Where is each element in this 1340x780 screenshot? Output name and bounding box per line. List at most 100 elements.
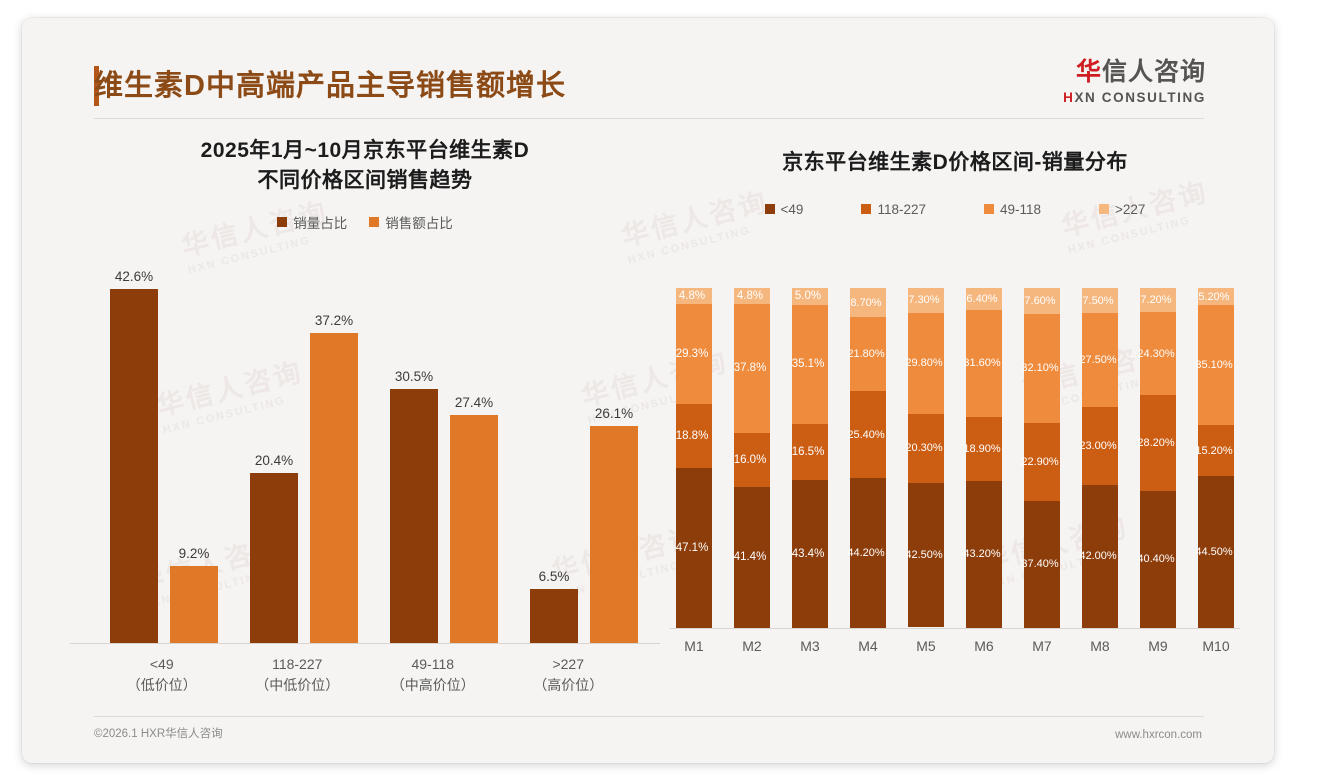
- stack-segment-label: 37.8%: [733, 362, 767, 375]
- stack-segment-over-227[interactable]: 7.30%: [908, 287, 944, 313]
- bar-column[interactable]: 42.6%: [110, 244, 158, 643]
- stacked-bar[interactable]: 5.20% 35.10% 15.20% 44.50%: [1195, 287, 1234, 628]
- legend-item-over-227[interactable]: >227: [1099, 202, 1145, 217]
- stack-segment-label: 29.80%: [905, 357, 943, 370]
- bar-column[interactable]: 37.2%: [310, 244, 358, 643]
- stack-segment-label: 5.20%: [1198, 290, 1230, 303]
- x-axis-tick-label: >227 （高价位）: [508, 654, 628, 696]
- x-axis-tick-label: M8: [1090, 637, 1110, 654]
- bar-column[interactable]: 27.4%: [450, 244, 498, 643]
- stack-segment-49-118[interactable]: 29.80%: [905, 312, 944, 414]
- stack-segment-118-227[interactable]: 25.40%: [847, 391, 886, 478]
- stack-segment-49-118[interactable]: 21.80%: [847, 317, 886, 392]
- stack-segment-over-227[interactable]: 8.70%: [850, 287, 886, 318]
- x-axis-tick-range: <49: [149, 655, 174, 672]
- x-axis-tick-label: M10: [1202, 637, 1230, 654]
- logo-chinese-lead: 华: [1075, 58, 1102, 86]
- bar-column[interactable]: 9.2%: [170, 244, 218, 643]
- legend-item-sales-amount[interactable]: 销售额占比: [369, 212, 453, 232]
- stack-segment-49-118[interactable]: 32.10%: [1021, 313, 1060, 423]
- stack-segment-49-118[interactable]: 35.10%: [1195, 305, 1234, 425]
- bar-rect[interactable]: [450, 414, 498, 643]
- x-axis-tick-sub: （中低价位）: [255, 676, 340, 693]
- stacked-bar[interactable]: 8.70% 21.80% 25.40% 44.20%: [847, 287, 886, 628]
- stack-segment-under-49[interactable]: 42.00%: [1079, 485, 1118, 628]
- stack-segment-49-118[interactable]: 31.60%: [963, 309, 1002, 417]
- stack-segment-49-118[interactable]: 37.8%: [734, 304, 770, 433]
- bar-column[interactable]: 30.5%: [390, 244, 438, 643]
- stack-segment-49-118[interactable]: 35.1%: [792, 304, 828, 425]
- stacked-bar[interactable]: 4.8% 37.8% 16.0% 41.4%: [734, 287, 770, 628]
- bar-rect[interactable]: [110, 288, 158, 643]
- bar-column[interactable]: 20.4%: [250, 244, 298, 643]
- stack-segment-under-49[interactable]: 42.50%: [905, 482, 944, 628]
- bar-value-label: 37.2%: [314, 313, 354, 329]
- stack-segment-118-227[interactable]: 16.0%: [734, 432, 770, 488]
- stack-segment-under-49[interactable]: 44.50%: [1195, 476, 1234, 628]
- legend-item-under-49[interactable]: <49: [764, 202, 803, 217]
- stack-segment-over-227[interactable]: 5.20%: [1198, 287, 1234, 306]
- stack-segment-under-49[interactable]: 43.20%: [963, 481, 1002, 628]
- footer-copyright: ©2026.1 HXR华信人咨询: [94, 728, 223, 740]
- right-chart-x-axis: M1 M2 M3 M4 M5 M6 M7 M8 M9 M10: [670, 638, 1240, 654]
- stack-segment-under-49[interactable]: 40.40%: [1137, 490, 1176, 628]
- stack-segment-over-227[interactable]: 7.60%: [1024, 287, 1060, 314]
- legend-item-sales-volume[interactable]: 销量占比: [277, 212, 347, 232]
- stack-segment-over-227[interactable]: 4.8%: [734, 287, 770, 305]
- stack-segment-over-227[interactable]: 6.40%: [966, 287, 1002, 310]
- bar-column[interactable]: 6.5%: [530, 244, 578, 643]
- x-axis-tick-label: 49-118 （中高价位）: [373, 654, 493, 696]
- stack-segment-49-118[interactable]: 27.50%: [1079, 313, 1118, 407]
- stack-segment-over-227[interactable]: 7.50%: [1082, 287, 1118, 314]
- stack-segment-under-49[interactable]: 47.1%: [676, 467, 712, 628]
- stacked-bar[interactable]: 7.20% 24.30% 28.20% 40.40%: [1137, 287, 1176, 628]
- legend-item-118-227[interactable]: 118-227: [861, 202, 926, 217]
- stack-segment-over-227[interactable]: 4.8%: [676, 287, 712, 305]
- stacked-bar[interactable]: 7.60% 32.10% 22.90% 37.40%: [1021, 287, 1060, 628]
- x-axis-tick-label: M7: [1032, 637, 1052, 654]
- bar-rect[interactable]: [170, 566, 218, 643]
- stack-segment-118-227[interactable]: 16.5%: [792, 424, 828, 481]
- legend-swatch-icon: [1099, 204, 1110, 215]
- stack-segment-label: 8.70%: [850, 296, 882, 309]
- stack-segment-49-118[interactable]: 29.3%: [676, 304, 712, 404]
- stack-segment-under-49[interactable]: 44.20%: [847, 477, 886, 628]
- stacked-bar[interactable]: 7.50% 27.50% 23.00% 42.00%: [1079, 287, 1118, 628]
- stack-segment-label: 35.10%: [1195, 359, 1233, 372]
- stack-segment-under-49[interactable]: 43.4%: [792, 480, 828, 628]
- stack-segment-over-227[interactable]: 7.20%: [1140, 287, 1176, 313]
- stack-segment-label: 22.90%: [1021, 455, 1059, 468]
- stack-segment-118-227[interactable]: 23.00%: [1079, 406, 1118, 485]
- bar-rect[interactable]: [590, 425, 638, 643]
- stack-segment-49-118[interactable]: 24.30%: [1137, 312, 1176, 395]
- stack-segment-118-227[interactable]: 18.8%: [676, 403, 712, 468]
- stacked-bar[interactable]: 6.40% 31.60% 18.90% 43.20%: [963, 287, 1002, 628]
- stack-segment-under-49[interactable]: 37.40%: [1021, 500, 1060, 628]
- stack-segment-label: 42.00%: [1079, 550, 1117, 563]
- logo-english-lead: H: [1063, 90, 1075, 105]
- page-title: 维生素D中高端产品主导销售额增长: [94, 70, 566, 102]
- footer-website[interactable]: www.hxrcon.com: [1115, 729, 1202, 741]
- x-axis-tick-range: 118-227: [272, 655, 323, 672]
- legend-item-49-118[interactable]: 49-118: [983, 202, 1041, 217]
- legend-swatch-icon: [983, 204, 994, 215]
- legend-label: 118-227: [877, 201, 926, 217]
- stack-segment-118-227[interactable]: 22.90%: [1021, 422, 1060, 501]
- stack-segment-under-49[interactable]: 41.4%: [734, 487, 770, 628]
- bar-rect[interactable]: [530, 588, 578, 643]
- bar-rect[interactable]: [310, 333, 358, 643]
- bar-column[interactable]: 26.1%: [590, 244, 638, 643]
- stack-segment-label: 7.60%: [1024, 294, 1056, 307]
- stacked-bar[interactable]: 5.0% 35.1% 16.5% 43.4%: [792, 287, 828, 628]
- stacked-bar[interactable]: 7.30% 29.80% 20.30% 42.50%: [905, 287, 944, 628]
- bar-group: 6.5% 26.1%: [524, 244, 644, 643]
- stack-segment-118-227[interactable]: 20.30%: [905, 413, 944, 483]
- left-chart-title-line2: 不同价格区间销售趋势: [257, 168, 473, 192]
- stacked-bar[interactable]: 4.8% 29.3% 18.8% 47.1%: [676, 287, 712, 628]
- bar-rect[interactable]: [390, 389, 438, 643]
- bar-rect[interactable]: [250, 473, 298, 643]
- stack-segment-118-227[interactable]: 18.90%: [963, 416, 1002, 482]
- stack-segment-over-227[interactable]: 5.0%: [792, 287, 828, 305]
- stack-segment-118-227[interactable]: 28.20%: [1137, 394, 1176, 491]
- stack-segment-118-227[interactable]: 15.20%: [1195, 424, 1234, 477]
